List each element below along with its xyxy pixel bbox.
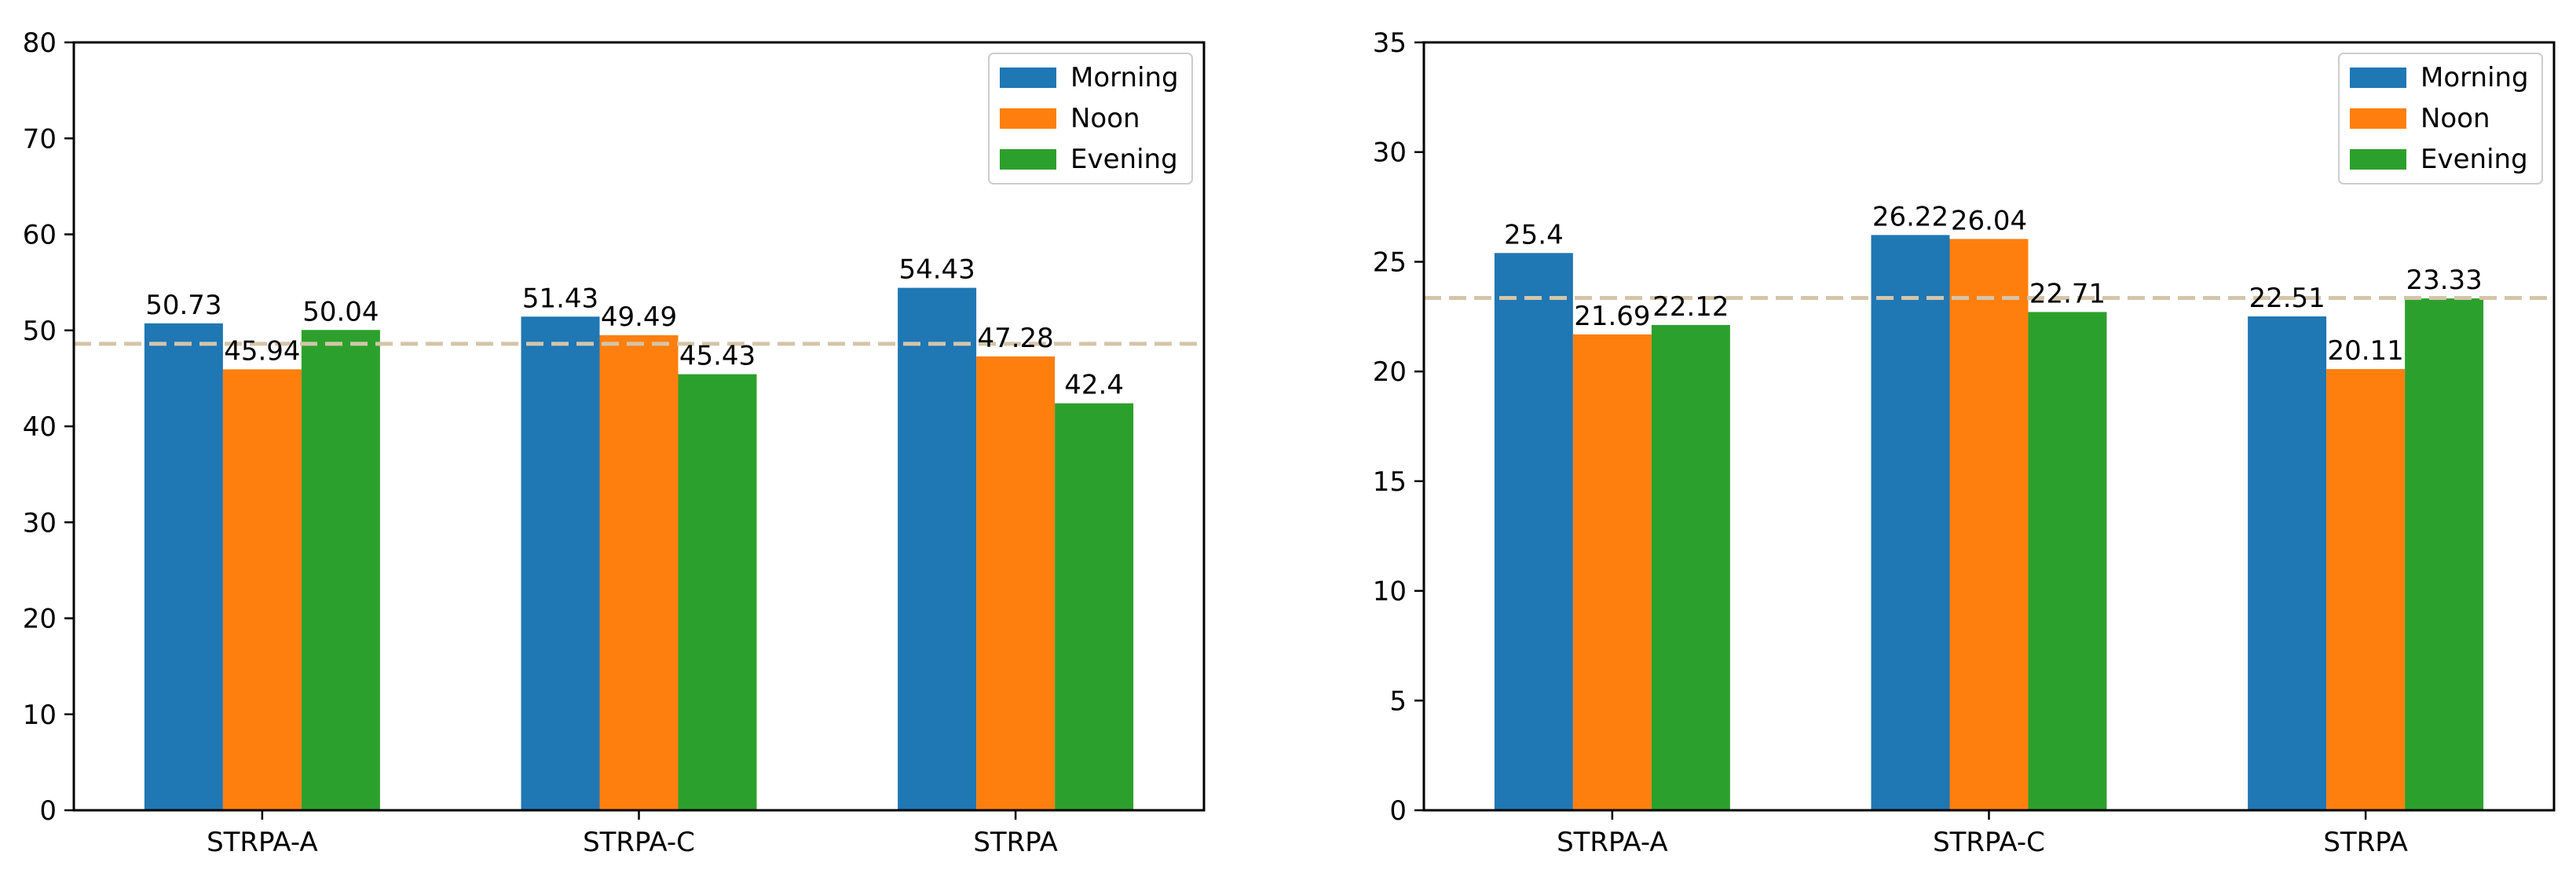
legend-swatch-morning — [2350, 68, 2406, 88]
y-tick-label: 80 — [23, 27, 57, 59]
legend-label-morning: Morning — [1070, 62, 1179, 93]
y-tick-label: 5 — [1389, 685, 1407, 717]
x-tick-label: STRPA-A — [207, 827, 318, 858]
bar-noon-strpa — [976, 356, 1056, 810]
x-tick-label: STRPA-C — [1933, 827, 2045, 858]
y-tick-label: 35 — [1373, 27, 1407, 59]
bar-evening-strpa-a — [1651, 324, 1730, 810]
y-tick-label: 15 — [1373, 466, 1407, 498]
x-tick-label: STRPA — [973, 827, 1058, 858]
data-label-evening-strpa-a: 22.12 — [1652, 291, 1729, 323]
y-tick-label: 50 — [23, 316, 57, 347]
bar-evening-strpa-c — [2028, 312, 2107, 810]
y-tick-label: 0 — [1389, 795, 1407, 827]
data-label-morning-strpa-a: 50.73 — [145, 290, 221, 321]
bar-morning-strpa-c — [1871, 235, 1950, 811]
bar-morning-strpa-a — [144, 323, 223, 810]
y-tick-label: 70 — [23, 123, 57, 155]
x-tick-label: STRPA — [2323, 827, 2408, 858]
bar-evening-strpa — [1055, 403, 1134, 810]
data-label-evening-strpa-c: 22.71 — [2029, 278, 2106, 309]
data-label-evening-strpa: 23.33 — [2406, 265, 2482, 296]
legend-swatch-noon — [1000, 108, 1056, 129]
legend-label-noon: Noon — [1070, 103, 1140, 134]
y-tick-label: 30 — [23, 507, 57, 539]
bar-evening-strpa-a — [301, 330, 380, 810]
bar-evening-strpa — [2405, 298, 2484, 810]
legend: Morning Noon Evening — [2338, 53, 2543, 185]
bar-morning-strpa — [898, 287, 977, 810]
chart-panel-1: 50.73 51.43 54.43 45.94 49.49 47.28 50.04 45.43… — [23, 27, 1206, 858]
bar-noon-strpa-a — [222, 369, 302, 810]
legend-label-morning: Morning — [2420, 62, 2529, 93]
data-label-noon-strpa: 47.28 — [977, 323, 1053, 354]
legend-label-evening: Evening — [2420, 144, 2528, 175]
y-tick-label: 20 — [1373, 356, 1407, 388]
data-label-noon-strpa-c: 49.49 — [601, 301, 677, 333]
legend: Morning Noon Evening — [988, 53, 1193, 185]
y-tick-label: 20 — [23, 604, 57, 635]
legend-swatch-evening — [1000, 149, 1056, 170]
x-tick-label: STRPA-C — [583, 827, 695, 858]
bar-noon-strpa-c — [1949, 239, 2029, 810]
data-label-evening-strpa: 42.4 — [1064, 370, 1124, 401]
bar-morning-strpa-c — [521, 316, 600, 810]
data-label-morning-strpa-c: 51.43 — [522, 283, 598, 314]
legend-label-evening: Evening — [1070, 144, 1178, 175]
data-label-morning-strpa-a: 25.4 — [1504, 219, 1564, 250]
data-label-evening-strpa-c: 45.43 — [679, 341, 756, 372]
y-tick-label: 10 — [1373, 576, 1407, 608]
bar-evening-strpa-c — [678, 374, 757, 810]
bar-noon-strpa — [2326, 369, 2406, 810]
chart-panel-2: 25.4 26.22 22.51 21.69 26.04 20.11 22.12 22.71 2… — [1373, 27, 2556, 858]
data-label-noon-strpa-a: 45.94 — [224, 335, 300, 367]
legend-swatch-evening — [2350, 149, 2406, 170]
y-tick-label: 0 — [39, 795, 57, 827]
legend-swatch-morning — [1000, 68, 1056, 88]
bar-noon-strpa-c — [599, 334, 679, 810]
data-label-morning-strpa-c: 26.22 — [1872, 201, 1948, 232]
data-label-noon-strpa-c: 26.04 — [1951, 205, 2027, 236]
y-tick-label: 10 — [23, 700, 57, 731]
y-tick-label: 30 — [1373, 137, 1407, 169]
legend-swatch-noon — [2350, 108, 2406, 129]
x-tick-label: STRPA-A — [1557, 827, 1668, 858]
bar-morning-strpa-a — [1494, 253, 1573, 810]
data-label-noon-strpa: 20.11 — [2327, 335, 2403, 367]
legend-label-noon: Noon — [2420, 103, 2490, 134]
data-label-morning-strpa: 22.51 — [2249, 283, 2325, 314]
y-tick-label: 60 — [23, 220, 57, 251]
y-tick-label: 25 — [1373, 247, 1407, 278]
bar-noon-strpa-a — [1572, 334, 1652, 810]
data-label-morning-strpa: 54.43 — [898, 254, 975, 286]
data-label-noon-strpa-a: 21.69 — [1574, 301, 1650, 332]
bar-morning-strpa — [2248, 316, 2327, 810]
data-label-evening-strpa-a: 50.04 — [302, 296, 379, 327]
y-tick-label: 40 — [23, 411, 57, 443]
